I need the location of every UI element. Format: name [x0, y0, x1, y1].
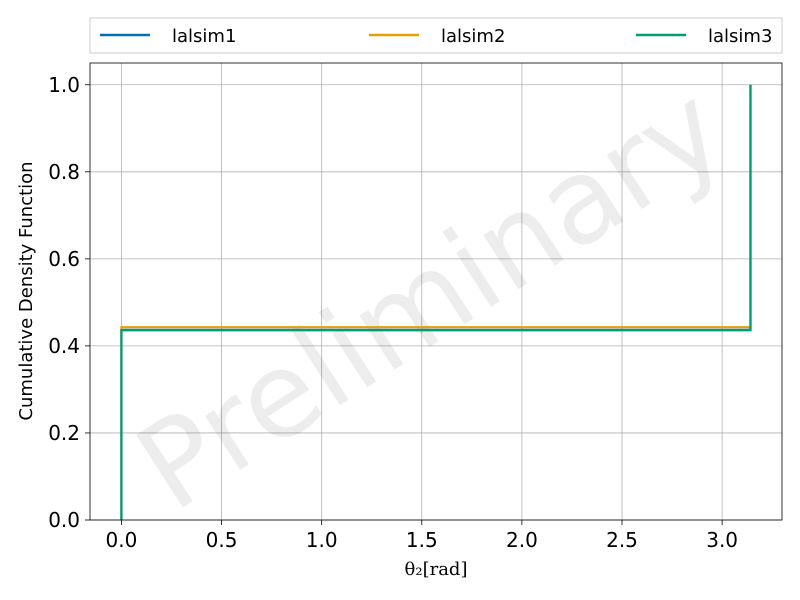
x-tick-label: 0.0 [106, 528, 138, 552]
y-tick-label: 0.2 [48, 421, 80, 445]
y-tick-label: 0.0 [48, 508, 80, 532]
x-tick-label: 2.0 [506, 528, 538, 552]
legend: lalsim1 lalsim2 lalsim3 [89, 17, 783, 54]
y-axis-ticks: 0.0 0.2 0.4 0.6 0.8 1.0 [48, 73, 90, 532]
x-axis-label: θ₂[rad] [405, 559, 468, 580]
y-tick-label: 1.0 [48, 73, 80, 97]
plot-background [90, 63, 782, 520]
x-tick-label: 2.5 [606, 528, 638, 552]
y-tick-label: 0.6 [48, 247, 80, 271]
y-axis-label: Cumulative Density Function [16, 161, 37, 420]
series-lines [120, 84, 752, 520]
legend-label-lalsim3: lalsim3 [708, 26, 772, 47]
x-tick-label: 1.0 [306, 528, 338, 552]
legend-label-lalsim1: lalsim1 [172, 26, 236, 47]
x-tick-label: 0.5 [206, 528, 238, 552]
plot-frame [89, 62, 783, 521]
y-tick-label: 0.4 [48, 334, 80, 358]
y-tick-label: 0.8 [48, 160, 80, 184]
legend-label-lalsim2: lalsim2 [441, 26, 505, 47]
x-tick-label: 3.0 [706, 528, 738, 552]
x-axis-ticks: 0.0 0.5 1.0 1.5 2.0 2.5 3.0 [106, 520, 738, 552]
x-tick-label: 1.5 [406, 528, 438, 552]
series-line-lalsim3 [120, 84, 752, 520]
